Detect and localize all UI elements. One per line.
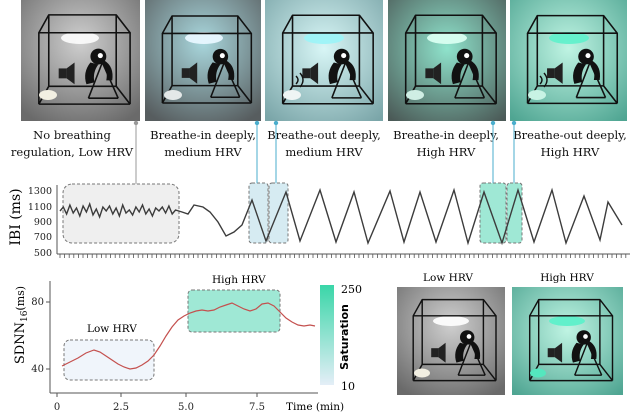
ibi-box-medium-in [248,182,269,244]
legend-panel-high [512,287,623,395]
caption-1-line1: No breathing [33,128,111,142]
scene-panel-3 [265,0,383,121]
legend-low-label: Low HRV [423,272,473,284]
sdnn-box-high [187,289,281,333]
sdnn-ytick-80: 80 [31,297,44,308]
sdnn-ylabel-sub: 16 [20,310,30,322]
colorbar-min: 10 [341,380,355,393]
svg-text:SDNN16(ms): SDNN16(ms) [13,286,30,364]
scene-panel-2 [145,0,261,121]
caption-4-line1: Breathe-in deeply, [393,128,499,142]
caption-4-line2: High HRV [417,145,476,159]
sdnn-chart: SDNN16(ms) 80 40 0 2.5 5.0 7.5 Time (min… [13,274,344,413]
sdnn-low-label: Low HRV [87,323,137,335]
colorbar-gradient [320,285,334,385]
ibi-box-medium-out [268,182,289,244]
legend-high-label: High HRV [540,272,594,284]
scene-panel-1 [21,0,140,121]
caption-5-line1: Breathe-out deeply, [513,128,627,142]
sdnn-box-low [63,339,155,381]
scene-panel-5 [510,0,627,121]
ibi-ytick-1100: 1100 [28,202,52,213]
ibi-chart: IBI (ms) 1300 1100 900 700 500 [8,182,630,259]
caption-2-line2: medium HRV [164,145,242,159]
ibi-box-low [62,183,180,244]
sdnn-xlabel: Time (min) [286,401,344,413]
sdnn-ytick-40: 40 [31,364,44,375]
ibi-ytick-1300: 1300 [28,186,52,197]
sdnn-xtick-5-0: 5.0 [178,402,194,413]
ibi-box-high-out [506,182,523,244]
ibi-ylabel: IBI (ms) [8,188,24,245]
saturation-colorbar: 250 10 Saturation [320,283,362,393]
sdnn-xtick-2-5: 2.5 [113,402,129,413]
ibi-ytick-700: 700 [34,232,52,243]
scene-panel-4 [388,0,506,121]
legend-panel-low [397,287,505,395]
colorbar-max: 250 [341,283,362,296]
sdnn-xtick-7-5: 7.5 [249,402,265,413]
legend-panels: Low HRV High HRV [397,272,623,395]
caption-3-line1: Breathe-out deeply, [267,128,381,142]
sdnn-high-label: High HRV [212,274,266,286]
colorbar-label: Saturation [338,304,351,370]
caption-5-line2: High HRV [541,145,600,159]
scene-panels [21,0,627,121]
caption-2-line1: Breathe-in deeply, [150,128,256,142]
sdnn-series-line [61,302,316,370]
sdnn-ylabel-main: SDNN [13,322,28,364]
ibi-series-line [59,187,623,246]
ibi-ytick-500: 500 [34,248,52,259]
ibi-x-ticks [59,254,627,258]
sdnn-ylabel: SDNN16(ms) [13,286,30,364]
caption-1-line2: regulation, Low HRV [11,145,134,159]
sdnn-ylabel-unit: (ms) [14,286,27,311]
caption-3-line2: medium HRV [285,145,363,159]
ibi-ytick-900: 900 [34,217,52,228]
connectors [133,120,517,184]
sdnn-xtick-0: 0 [54,402,60,413]
